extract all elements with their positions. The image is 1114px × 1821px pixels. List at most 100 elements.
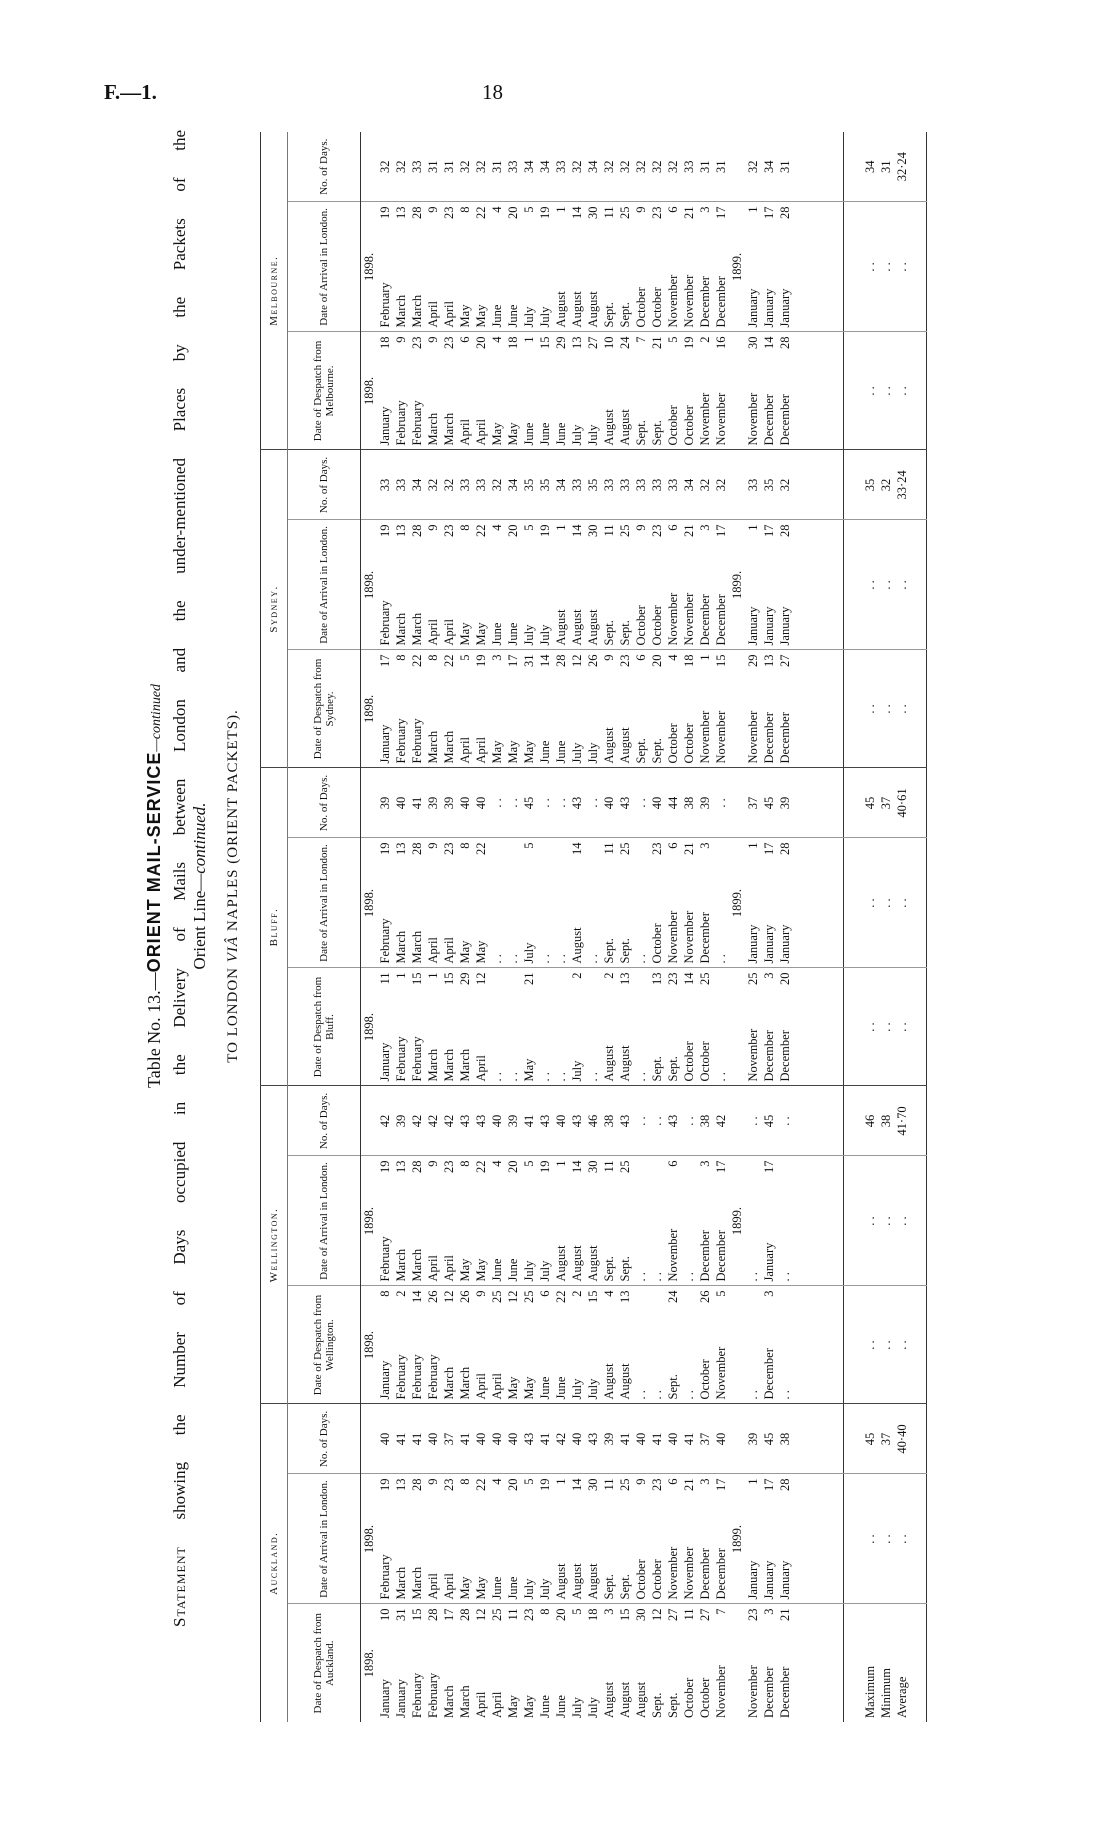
date-wrap: October 27 xyxy=(697,1609,713,1719)
month: . . xyxy=(650,1272,664,1282)
table-row: March 28 May 8 41 March 26 May 8 43 March 29 May 8 40 A… xyxy=(457,131,473,1722)
date-wrap: March 13 xyxy=(393,1161,409,1282)
day: 3 xyxy=(490,654,504,661)
despatch-date: January 10 xyxy=(377,1604,393,1722)
arrival-date: June 20 xyxy=(505,1474,521,1604)
year-label: 1899. xyxy=(729,838,745,968)
date-wrap: June 4 xyxy=(489,1161,505,1282)
despatch-date: Sept. 13 xyxy=(649,968,665,1086)
date-wrap: August 30 xyxy=(585,206,601,327)
arrival-date: . . xyxy=(505,838,521,968)
despatch-date: July 18 xyxy=(585,1604,601,1722)
month: January xyxy=(762,924,776,964)
month: March xyxy=(394,930,408,964)
empty-cell xyxy=(793,968,844,1086)
days-count: 39 xyxy=(505,1086,521,1156)
month: January xyxy=(778,606,792,646)
empty-cell xyxy=(360,1404,377,1474)
summary-row: Maximum. . 45. .. . 46. .. . 45. .. . 35. ..… xyxy=(862,131,878,1722)
date-wrap: . . xyxy=(585,843,601,963)
month: March xyxy=(442,1685,456,1718)
date-wrap: October 23 xyxy=(649,206,665,327)
date-wrap: March 28 xyxy=(409,206,425,327)
month: April xyxy=(458,419,472,446)
arrival-date: December 17 xyxy=(713,1474,729,1604)
month: May xyxy=(506,1695,520,1718)
date-wrap: August 9 xyxy=(601,654,617,763)
date-wrap: Sept. 6 xyxy=(633,654,649,763)
empty-cell xyxy=(910,838,927,968)
month: June xyxy=(490,304,504,328)
date-wrap: January 10 xyxy=(377,1609,393,1719)
days-count: 33 xyxy=(633,449,649,520)
despatch-date: June 28 xyxy=(553,649,569,768)
despatch-date: January 17 xyxy=(377,649,393,768)
days-count: 40 xyxy=(553,1086,569,1156)
date-wrap: July 13 xyxy=(569,336,585,445)
days-count: 40 xyxy=(713,1404,729,1474)
month: January xyxy=(394,1679,408,1718)
month: December xyxy=(714,1548,728,1600)
year-label: 1898. xyxy=(360,519,377,650)
day: 19 xyxy=(378,842,392,856)
arrival-date: May 22 xyxy=(473,1474,489,1604)
year-label: 1898. xyxy=(360,201,377,332)
days-count: 46 xyxy=(585,1086,601,1156)
column-header: Date of Despatch from Bluff. xyxy=(287,968,361,1086)
month: October xyxy=(650,605,664,646)
month: July xyxy=(586,1697,600,1718)
day: 17 xyxy=(762,206,776,219)
day: 17 xyxy=(762,1160,776,1174)
day: 28 xyxy=(458,1608,472,1622)
despatch-date: October 14 xyxy=(681,968,697,1086)
date-wrap: March 28 xyxy=(409,524,425,645)
month: . . xyxy=(490,1072,504,1082)
days-count: 45 xyxy=(761,1404,777,1474)
despatch-date: February 15 xyxy=(409,968,425,1086)
day: 8 xyxy=(458,842,472,849)
days-count: 32 xyxy=(377,131,393,202)
day: 9 xyxy=(634,524,648,531)
days-count: 39 xyxy=(441,767,457,838)
day: 12 xyxy=(442,1290,456,1304)
year-label: 1898. xyxy=(360,1286,377,1404)
day: 17 xyxy=(378,654,392,667)
arrival-date: April 9 xyxy=(425,201,441,332)
summary-dots: . . xyxy=(878,1474,894,1604)
day: 17 xyxy=(442,1608,456,1622)
date-wrap: August 14 xyxy=(569,1479,585,1600)
empty-cell xyxy=(843,1604,862,1722)
month: August xyxy=(602,1681,616,1718)
month: June xyxy=(554,422,568,446)
days-count: 43 xyxy=(569,1086,585,1156)
day: 5 xyxy=(522,1160,536,1167)
arrival-date: . . xyxy=(489,838,505,968)
spacer-row xyxy=(793,131,844,1722)
day: 5 xyxy=(522,1478,536,1485)
day: 21 xyxy=(682,524,696,537)
days-count: . . xyxy=(553,767,569,838)
summary-dots: . . xyxy=(894,649,910,768)
days-count: 34 xyxy=(681,449,697,520)
days-count: 41 xyxy=(457,1404,473,1474)
day: 23 xyxy=(442,1478,456,1492)
month: March xyxy=(458,1366,472,1400)
day: 5 xyxy=(522,524,536,531)
day: 7 xyxy=(714,1608,728,1615)
month: August xyxy=(618,409,632,446)
arrival-date: July 5 xyxy=(521,201,537,332)
date-wrap: March 13 xyxy=(393,1479,409,1600)
month: Sept. xyxy=(618,938,632,964)
empty-cell xyxy=(729,131,745,202)
month: August xyxy=(570,927,584,964)
date-wrap: October 23 xyxy=(649,524,665,645)
arrival-date: November 21 xyxy=(681,838,697,968)
date-wrap: June 4 xyxy=(489,206,505,327)
table-row: May 23 July 5 43 May 25 July 5 41 May 21 July 5 45 May 3… xyxy=(521,131,537,1722)
day: 22 xyxy=(474,1160,488,1174)
month: December xyxy=(698,594,712,646)
date-wrap: Sept. 12 xyxy=(649,1609,665,1719)
date-wrap: Sept. 20 xyxy=(649,654,665,763)
month: December xyxy=(778,1666,792,1718)
day: 25 xyxy=(746,972,760,986)
